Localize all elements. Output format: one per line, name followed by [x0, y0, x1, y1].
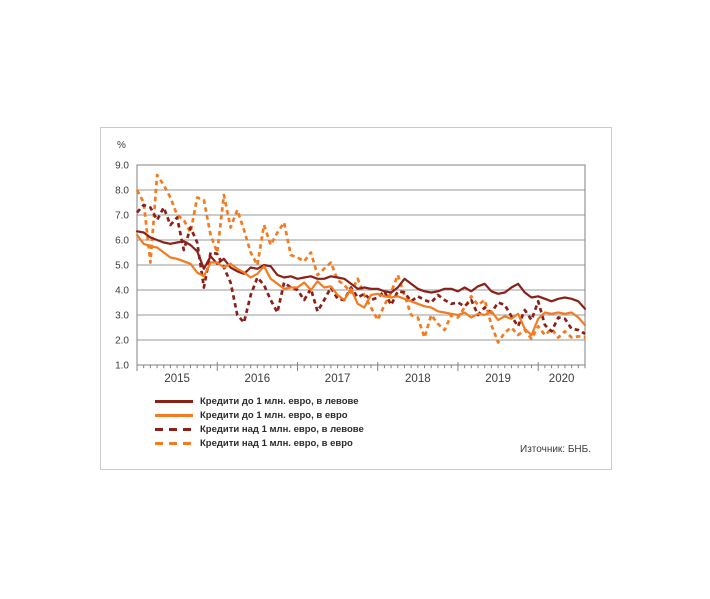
y-axis-unit-label: % — [117, 140, 126, 151]
legend: Кредити до 1 млн. евро, в левове Кредити… — [155, 394, 364, 450]
legend-item-3: Кредити над 1 млн. евро, в левове — [155, 422, 364, 436]
svg-text:2016: 2016 — [245, 373, 271, 385]
svg-text:2.0: 2.0 — [115, 336, 129, 347]
legend-label: Кредити над 1 млн. евро, в евро — [200, 437, 353, 449]
legend-label: Кредити над 1 млн. евро, в левове — [200, 423, 364, 435]
legend-item-2: Кредити до 1 млн. евро, в евро — [155, 408, 364, 422]
source-note: Източник: БНБ. — [520, 444, 591, 455]
legend-label: Кредити до 1 млн. евро, в евро — [200, 409, 348, 421]
svg-text:2017: 2017 — [325, 373, 351, 385]
chart-container: 9.0 8.0 7.0 6.0 5.0 4.0 3.0 2.0 1.0 2015 2016 2017 2… — [100, 127, 612, 470]
svg-text:6.0: 6.0 — [115, 236, 129, 247]
svg-text:2019: 2019 — [485, 373, 511, 385]
legend-item-1: Кредити до 1 млн. евро, в левове — [155, 394, 364, 408]
svg-text:5.0: 5.0 — [115, 261, 129, 272]
svg-text:4.0: 4.0 — [115, 286, 129, 297]
svg-text:9.0: 9.0 — [115, 161, 129, 172]
legend-swatch-solid-orange — [155, 413, 193, 417]
svg-text:2015: 2015 — [164, 373, 190, 385]
legend-label: Кредити до 1 млн. евро, в левове — [200, 395, 359, 407]
svg-text:8.0: 8.0 — [115, 186, 129, 197]
chart-svg: 9.0 8.0 7.0 6.0 5.0 4.0 3.0 2.0 1.0 2015 2016 2017 2… — [115, 161, 587, 385]
svg-text:1.0: 1.0 — [115, 361, 129, 372]
svg-text:2018: 2018 — [405, 373, 431, 385]
legend-swatch-dashed-maroon — [155, 427, 193, 431]
svg-text:7.0: 7.0 — [115, 211, 129, 222]
svg-text:2020: 2020 — [549, 373, 575, 385]
legend-item-4: Кредити над 1 млн. евро, в евро — [155, 436, 364, 450]
legend-swatch-solid-maroon — [155, 399, 193, 403]
svg-text:3.0: 3.0 — [115, 311, 129, 322]
legend-swatch-dashed-orange — [155, 441, 193, 445]
